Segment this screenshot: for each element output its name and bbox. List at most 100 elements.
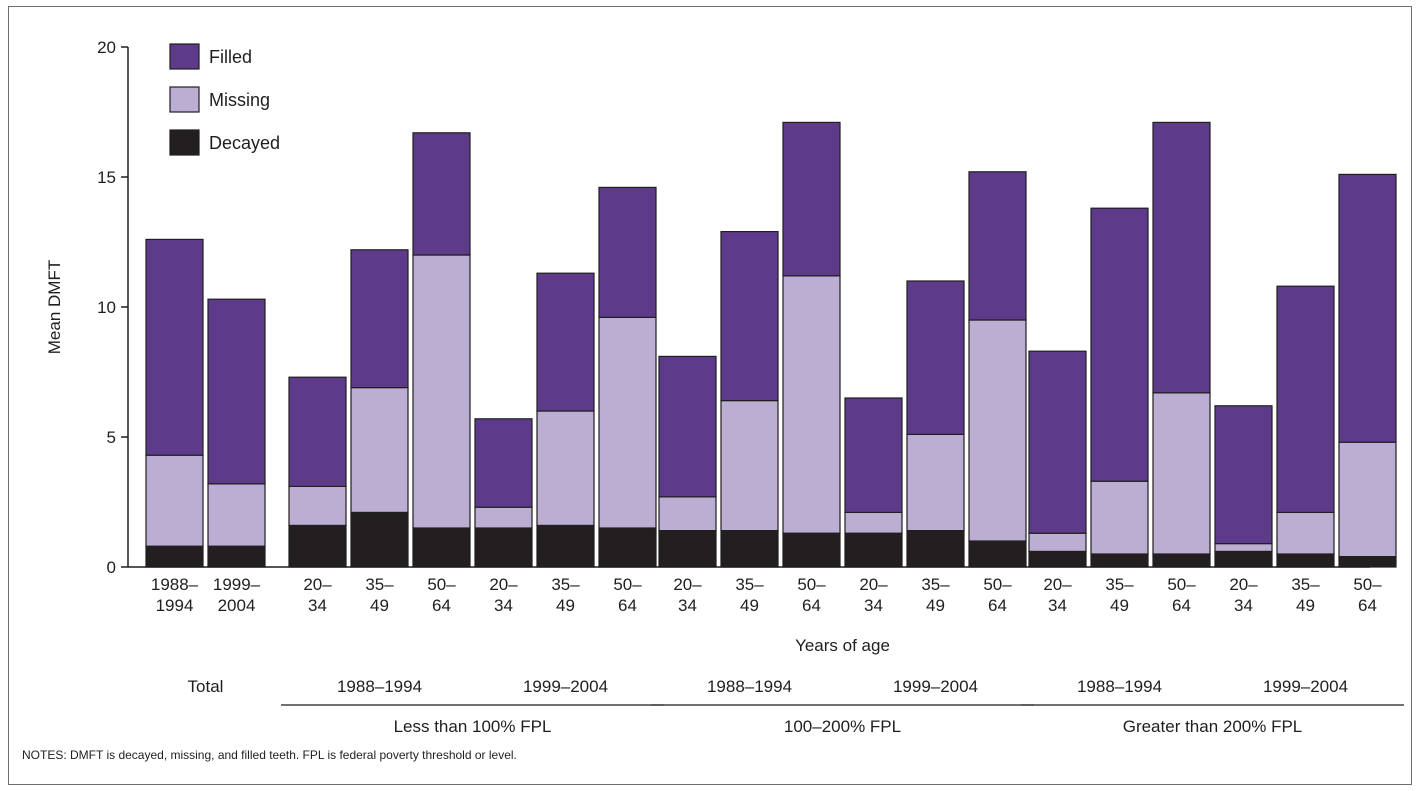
bar-missing-segment [207,483,266,547]
group-labels: Total 1988–1994 1999–2004 1988–1994 1999–200… [188,677,1349,696]
bar-missing-segment [288,485,347,526]
bar-filled-segment [1152,121,1211,394]
x-tick-label: 20– 34 [489,575,518,615]
bar-filled-segment [968,171,1027,321]
group-label: Total [188,677,224,696]
x-axis-tick-labels: 1988– 1994 1999– 2004 20– 34 35– 49 50– 64 20– 34 35… [151,575,1382,615]
group-label: 1999–2004 [893,677,978,696]
x-tick-label: 1999– 2004 [213,575,261,615]
x-tick-label: 50– 64 [797,575,826,615]
bar-missing-segment [598,316,657,529]
x-tick-label: 50– 64 [613,575,642,615]
x-axis-label: Years of age [795,636,890,655]
bar-decayed-segment [207,545,266,568]
bar-decayed-segment [288,524,347,568]
bar-filled-segment [350,249,409,389]
bar-decayed-segment [350,511,409,568]
bar-filled-segment [844,397,903,514]
x-tick-label: 35– 49 [921,575,950,615]
group-label: 1988–1994 [1077,677,1162,696]
y-axis: 0 5 10 15 20 [97,38,1370,577]
legend: Filled Missing Decayed [169,43,280,156]
bar-missing-segment [1090,480,1149,555]
bar-filled-segment [1214,405,1273,545]
bar-filled-segment [207,298,266,485]
bar-missing-segment [658,496,717,532]
super-group-labels: Less than 100% FPL 100–200% FPL Greater th… [281,704,1404,736]
x-tick-label: 20– 34 [859,575,888,615]
legend-swatch-decayed [169,129,200,156]
bar-missing-segment [1152,392,1211,555]
bar-missing-segment [1276,511,1335,555]
bar-filled-segment [536,272,595,412]
bar-filled-segment [288,376,347,488]
x-tick-label: 50– 64 [1353,575,1382,615]
bar-missing-segment [1214,542,1273,552]
bar-filled-segment [658,355,717,498]
bar-decayed-segment [968,540,1027,568]
super-group-label: Greater than 200% FPL [1123,717,1303,736]
bar-filled-segment [145,238,204,456]
x-tick-label: 20– 34 [1229,575,1258,615]
x-tick-label: 35– 49 [365,575,394,615]
bar-filled-segment [412,132,471,256]
x-tick-label: 35– 49 [551,575,580,615]
bar-decayed-segment [598,527,657,568]
bar-filled-segment [720,231,779,402]
notes-text: NOTES: DMFT is decayed, missing, and fil… [22,748,517,762]
bar-filled-segment [1338,173,1397,443]
bar-decayed-segment [720,529,779,568]
bar-filled-segment [474,418,533,508]
bar-decayed-segment [1338,555,1397,568]
super-group-label: Less than 100% FPL [394,717,552,736]
y-tick-label: 0 [107,558,116,577]
bar-missing-segment [1028,532,1087,553]
legend-label-filled: Filled [209,47,252,67]
plot-area [145,121,1397,568]
group-label: 1999–2004 [1263,677,1348,696]
bar-missing-segment [844,511,903,534]
bar-decayed-segment [1028,550,1087,568]
bar-decayed-segment [1214,550,1273,568]
x-tick-label: 50– 64 [427,575,456,615]
bar-missing-segment [350,387,409,514]
bar-filled-segment [1090,207,1149,482]
y-axis-label: Mean DMFT [45,260,64,354]
y-tick-label: 15 [97,168,116,187]
x-tick-label: 35– 49 [735,575,764,615]
bar-filled-segment [598,186,657,318]
legend-swatch-missing [169,86,200,113]
bar-missing-segment [474,506,533,529]
bar-decayed-segment [906,529,965,568]
y-tick-label: 20 [97,38,116,57]
super-group-label: 100–200% FPL [784,717,901,736]
bar-decayed-segment [145,545,204,568]
bar-missing-segment [906,433,965,532]
bar-decayed-segment [412,527,471,568]
x-tick-label: 20– 34 [673,575,702,615]
x-tick-label: 20– 34 [1043,575,1072,615]
group-label: 1988–1994 [707,677,792,696]
x-tick-label: 20– 34 [303,575,332,615]
x-tick-label: 35– 49 [1291,575,1320,615]
dmft-figure: 0 5 10 15 20 Mean DMFT 1988– 1994 1999– 2004 20–… [8,6,1412,785]
bar-missing-segment [536,410,595,527]
bar-missing-segment [412,254,471,529]
bar-decayed-segment [536,524,595,568]
bar-missing-segment [782,275,841,534]
bar-decayed-segment [782,532,841,568]
y-tick-label: 10 [97,298,116,317]
y-tick-label: 5 [107,428,116,447]
bar-missing-segment [720,400,779,532]
x-tick-label: 1988– 1994 [151,575,199,615]
group-label: 1988–1994 [337,677,422,696]
group-label: 1999–2004 [523,677,608,696]
x-tick-label: 50– 64 [1167,575,1196,615]
bar-decayed-segment [1152,553,1211,568]
bar-decayed-segment [1090,553,1149,568]
x-tick-label: 35– 49 [1105,575,1134,615]
bar-missing-segment [145,454,204,547]
legend-label-decayed: Decayed [209,133,280,153]
bar-decayed-segment [658,529,717,568]
x-tick-label: 50– 64 [983,575,1012,615]
